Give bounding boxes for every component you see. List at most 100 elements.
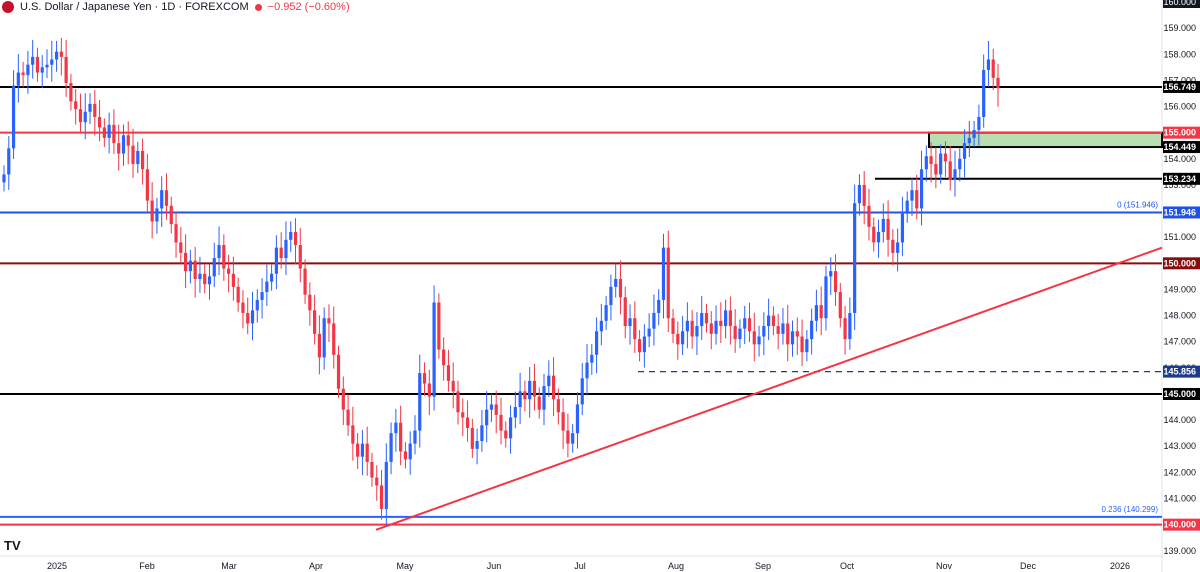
candle: [480, 425, 484, 442]
us-japan-flag-icon: [2, 1, 14, 13]
y-tick-label: 143.000: [1163, 441, 1196, 451]
candle: [685, 320, 689, 332]
tradingview-logo-icon: TV: [4, 538, 21, 553]
candle: [661, 247, 666, 300]
candle: [566, 430, 570, 444]
candle: [571, 433, 575, 444]
candle: [991, 59, 995, 78]
fib-label: 0.236 (140.299): [1102, 505, 1159, 514]
candle: [136, 150, 140, 165]
candle: [207, 276, 212, 285]
price-tag: [1163, 126, 1200, 139]
candle: [996, 77, 1000, 89]
candle: [78, 109, 83, 123]
candle: [470, 427, 474, 449]
price-tag: [1163, 257, 1200, 270]
candle: [604, 305, 608, 321]
candle: [308, 294, 312, 311]
candle: [853, 203, 857, 313]
candle: [848, 312, 852, 340]
candle: [126, 135, 130, 146]
price-tag-label: 155.000: [1163, 128, 1196, 138]
candle: [69, 83, 73, 102]
x-tick-label: Jun: [487, 561, 502, 571]
candle: [102, 127, 106, 138]
candle: [45, 64, 49, 68]
candle: [384, 461, 388, 509]
candle: [250, 310, 255, 324]
candle: [881, 218, 885, 232]
x-tick-label: Apr: [309, 561, 323, 571]
candle: [379, 485, 384, 509]
candle: [150, 200, 154, 222]
candle: [666, 247, 670, 319]
candle: [121, 135, 126, 154]
trendline: [375, 246, 1163, 531]
x-tick-label: Jul: [574, 561, 586, 571]
y-tick-label: 156.000: [1163, 102, 1196, 112]
candle: [54, 51, 59, 60]
price-tag: [1163, 206, 1200, 219]
candle: [910, 190, 914, 201]
candle: [394, 422, 398, 434]
candle: [279, 247, 283, 259]
candle: [107, 124, 111, 138]
candle: [327, 318, 331, 324]
candle: [561, 412, 565, 431]
candle: [757, 336, 761, 345]
price-tag-label: 145.000: [1163, 389, 1196, 399]
candle: [915, 190, 919, 209]
price-tag-label: 140.000: [1163, 520, 1196, 530]
candle: [948, 161, 952, 180]
candle: [203, 273, 207, 285]
candle: [303, 268, 307, 295]
candle: [475, 441, 479, 449]
price-tag-label: 151.946: [1163, 207, 1196, 217]
candle: [900, 213, 905, 243]
candle: [408, 443, 412, 460]
candle: [422, 373, 427, 384]
candle: [633, 318, 637, 340]
candle: [413, 430, 417, 444]
candle: [217, 245, 221, 259]
candle: [709, 323, 713, 334]
candle: [284, 239, 288, 259]
candle: [117, 143, 121, 154]
price-axis[interactable]: [1162, 0, 1200, 572]
candle: [637, 339, 642, 353]
symbol-title[interactable]: U.S. Dollar / Japanese Yen · 1D · FOREXC…: [20, 1, 249, 13]
candle: [222, 245, 226, 269]
candle: [437, 302, 441, 350]
candle: [289, 231, 293, 240]
candle: [174, 224, 178, 243]
candle: [513, 407, 517, 418]
candle: [446, 365, 451, 381]
candle: [188, 260, 192, 272]
candle: [551, 375, 556, 400]
candle: [231, 273, 235, 287]
candle: [977, 116, 981, 131]
candle: [728, 310, 732, 327]
candle: [74, 101, 78, 110]
candle: [843, 318, 847, 340]
candle: [183, 252, 188, 272]
candle: [805, 339, 809, 353]
candle: [260, 292, 264, 300]
candle: [64, 56, 68, 84]
candle: [532, 380, 537, 397]
candle: [719, 320, 723, 327]
price-marker: [1163, 0, 1200, 8]
candle: [246, 312, 250, 324]
candle: [504, 430, 508, 439]
y-tick-label: 154.000: [1163, 154, 1196, 164]
candle: [336, 354, 341, 389]
candle: [986, 59, 991, 70]
price-tag: [1163, 141, 1200, 154]
candle: [594, 331, 599, 355]
candle: [313, 310, 317, 334]
candle: [332, 323, 336, 355]
candle: [274, 247, 278, 274]
candle: [599, 320, 603, 332]
candle: [456, 391, 460, 413]
